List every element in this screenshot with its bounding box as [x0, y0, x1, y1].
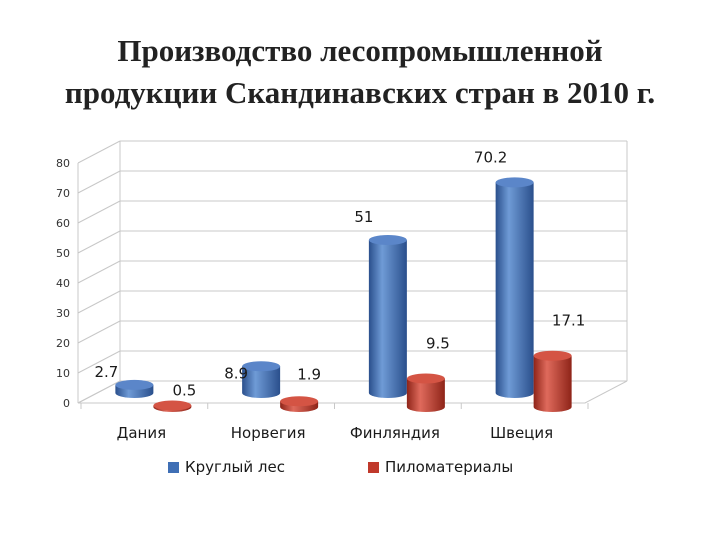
gridline-depth: [77, 320, 121, 344]
gridline-depth: [77, 260, 121, 284]
y-tick-label: 30: [56, 307, 70, 320]
bar-top-round-wood: [368, 235, 407, 245]
bar-top-lumber: [153, 400, 192, 411]
data-label: 9.5: [426, 335, 450, 353]
bar-top-lumber: [280, 396, 319, 407]
gridline-depth: [77, 230, 121, 254]
bar-lumber: [406, 378, 445, 412]
gridline-depth: [77, 290, 121, 314]
legend-swatch-lumber: [368, 461, 379, 473]
gridline-depth: [77, 140, 121, 164]
bar-top-round-wood: [242, 361, 281, 372]
bar-lumber: [533, 355, 572, 412]
chart-title-line-2: продукции Скандинавских стран в 2010 г.: [64, 75, 656, 110]
x-category-label: Финляндия: [350, 424, 440, 442]
data-label: 8.9: [224, 364, 248, 382]
x-category-label: Дания: [117, 424, 167, 442]
y-tick-label: 0: [63, 397, 70, 410]
y-tick-label: 20: [56, 337, 70, 350]
data-label: 2.7: [94, 363, 118, 381]
chart-title: Производство лесопромышленной продукции …: [0, 30, 720, 114]
data-label: 51: [354, 208, 373, 226]
bar-round-wood: [495, 182, 534, 398]
legend-item-lumber: Пиломатериалы: [368, 458, 513, 476]
data-label: 1.9: [297, 365, 321, 383]
data-label: 70.2: [474, 148, 507, 166]
bar-top-lumber: [406, 373, 445, 384]
legend-label-round-wood: Круглый лес: [185, 458, 285, 476]
gridline-depth: [77, 170, 121, 194]
data-label: 17.1: [552, 312, 585, 330]
y-tick-label: 10: [56, 367, 70, 380]
bar-top-lumber: [533, 350, 572, 361]
bar-top-round-wood: [115, 379, 154, 390]
y-tick-label: 60: [56, 217, 70, 230]
chart-title-line-1: Производство лесопромышленной: [117, 33, 603, 68]
y-tick-label: 80: [56, 157, 70, 170]
data-label: 0.5: [172, 382, 196, 400]
y-tick-label: 50: [56, 247, 70, 260]
legend-item-round-wood: Круглый лес: [168, 458, 285, 476]
x-category-label: Норвегия: [231, 424, 306, 442]
x-category-label: Швеция: [490, 424, 553, 442]
bar-top-round-wood: [495, 177, 534, 188]
legend-label-lumber: Пиломатериалы: [385, 458, 514, 476]
gridline-depth: [77, 200, 121, 224]
legend-swatch-round-wood: [168, 461, 179, 473]
gridline-depth: [77, 350, 121, 374]
y-tick-label: 40: [56, 277, 70, 290]
bar-round-wood: [368, 240, 407, 398]
y-tick-label: 70: [56, 187, 70, 200]
bar-round-wood: [242, 366, 281, 398]
